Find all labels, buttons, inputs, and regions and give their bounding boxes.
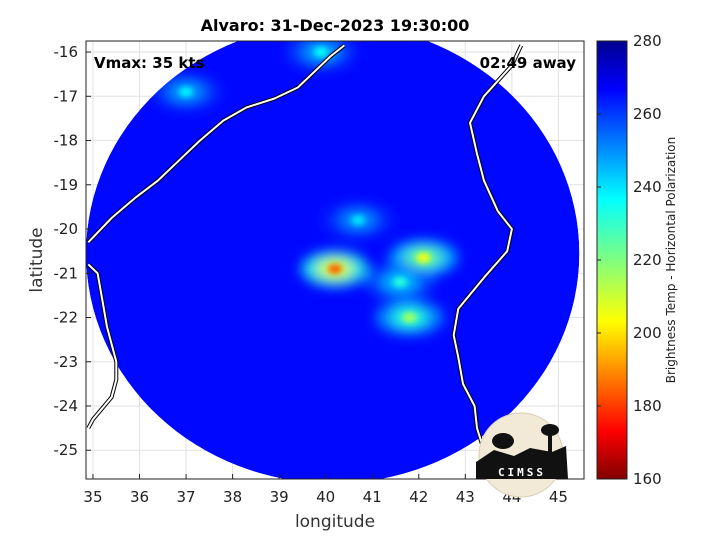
- y-tick-label: -19: [54, 176, 79, 194]
- y-axis-label: latitude: [27, 227, 47, 292]
- colorbar-tick-label: 220: [633, 251, 662, 269]
- coastline: [452, 44, 523, 473]
- y-tick-label: -17: [54, 87, 79, 105]
- colorbar-label: Brightness Temp - Horizontal Polarizatio…: [664, 137, 678, 384]
- cold-feature-core: [402, 312, 417, 323]
- cold-cores: [179, 47, 431, 323]
- x-tick-label: 37: [177, 488, 196, 506]
- coastline: [87, 44, 345, 243]
- cold-feature-core: [416, 252, 431, 263]
- y-tick-label: -22: [54, 309, 79, 327]
- x-tick-label: 43: [456, 488, 475, 506]
- x-tick-label: 36: [130, 488, 149, 506]
- cimss-logo: CIMSS: [476, 412, 568, 498]
- cold-features: [152, 41, 458, 336]
- x-tick-label: 41: [363, 488, 382, 506]
- y-tick-label: -18: [54, 132, 79, 150]
- chart-title: Alvaro: 31-Dec-2023 19:30:00: [201, 16, 470, 35]
- colorbar-ticks: 160 180 200 220 240 260 280: [597, 32, 662, 488]
- coastline: [87, 263, 118, 429]
- x-tick-label: 35: [83, 488, 102, 506]
- cold-feature-core: [314, 47, 329, 58]
- vmax-annotation: Vmax: 35 kts: [94, 54, 204, 72]
- coastlines: [86, 43, 524, 474]
- cold-feature-core: [179, 86, 194, 97]
- cimss-logo-text: CIMSS: [498, 466, 546, 479]
- y-tick-label: -23: [54, 353, 79, 371]
- x-tick-label: 38: [223, 488, 242, 506]
- y-tick-label: -24: [54, 397, 79, 415]
- x-tick-label: 42: [409, 488, 428, 506]
- colorbar-tick-label: 260: [633, 105, 662, 123]
- swath-layer: [86, 41, 580, 479]
- x-tick-label: 40: [316, 488, 335, 506]
- cimss-logo-dish: [492, 433, 514, 449]
- colorbar-tick-label: 240: [633, 178, 662, 196]
- colorbar-tick-label: 180: [633, 397, 662, 415]
- cold-feature-core: [393, 277, 408, 288]
- x-tick-label: 39: [270, 488, 289, 506]
- cold-feature-core: [328, 263, 342, 274]
- y-tick-label: -21: [54, 264, 79, 282]
- time-away-annotation: 02:49 away: [480, 54, 577, 72]
- colorbar-tick-label: 200: [633, 324, 662, 342]
- cimss-logo-tank: [541, 424, 559, 436]
- colorbar-tick-label: 280: [633, 32, 662, 50]
- plot-frame: [85, 40, 585, 480]
- cimss-logo-tower: [548, 434, 552, 454]
- colorbar-tick-label: 160: [633, 470, 662, 488]
- x-axis-label: longitude: [295, 512, 375, 532]
- colorbar: [596, 40, 628, 480]
- y-tick-label: -16: [54, 43, 79, 61]
- y-tick-label: -25: [54, 441, 79, 459]
- y-tick-label: -20: [54, 220, 79, 238]
- y-axis-ticks: -16 -17 -18 -19 -20 -21 -22 -23 -24 -25: [54, 43, 91, 459]
- cold-feature-core: [351, 215, 366, 226]
- cimss-logo-silhouette: [476, 446, 568, 479]
- x-tick-label: 45: [549, 488, 568, 506]
